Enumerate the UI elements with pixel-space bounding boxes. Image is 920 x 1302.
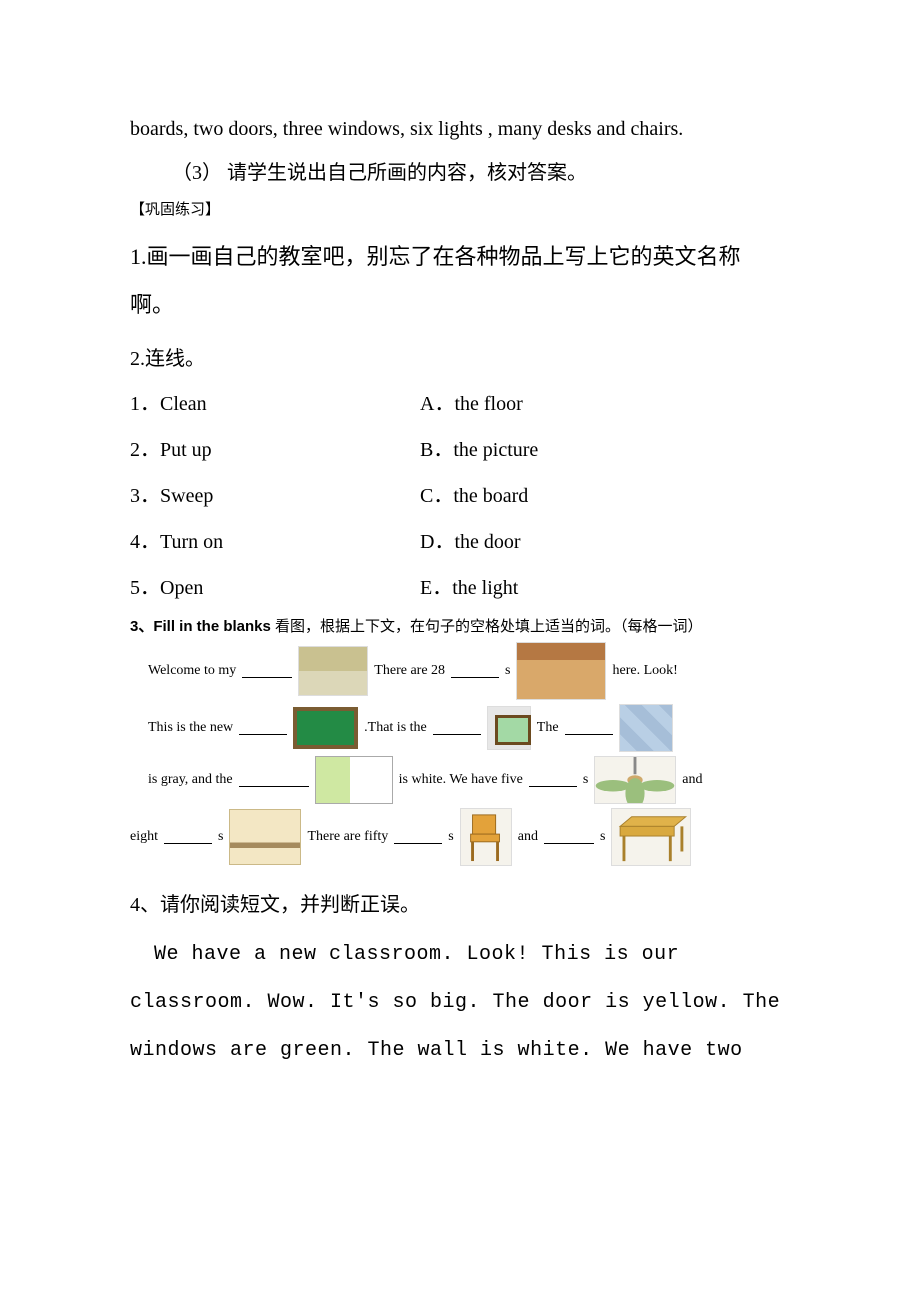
fill-row-3: is gray, and the is white. We have five …	[130, 756, 790, 804]
blank[interactable]	[544, 829, 594, 844]
passage-text: We have a new classroom. Look! This is o…	[154, 943, 679, 966]
intro-line-2: （3） 请学生说出自己所画的内容，核对答案。	[172, 154, 790, 192]
passage-line-2: classroom. Wow. It's so big. The door is…	[130, 979, 790, 1027]
ex3-title-rest: 看图，根据上下文，在句子的空格处填上适当的词。（每格一词）	[271, 618, 703, 635]
light-icon	[229, 809, 301, 865]
school-icon	[298, 646, 368, 696]
exercise-2-head: 2.连线。	[130, 342, 790, 371]
fan-icon	[594, 756, 676, 804]
txt-iswhite: is white. We have five	[399, 769, 523, 791]
txt-fifty: There are fifty	[307, 826, 388, 848]
intro-line-1: boards, two doors, three windows, six li…	[130, 110, 790, 148]
match-left: 2．Put up	[130, 427, 420, 473]
intro-text: 请学生说出自己所画的内容，核对答案。	[222, 162, 587, 184]
blank[interactable]	[529, 772, 577, 787]
ex3-title-bold: Fill in the blanks	[153, 618, 271, 635]
blank[interactable]	[433, 720, 481, 735]
fill-blanks-box: Welcome to my There are 28s here. Look! …	[130, 642, 790, 866]
exercise-4-head: 4、请你阅读短文，并判断正误。	[130, 888, 790, 917]
match-right: E．the light	[420, 565, 790, 611]
passage-line-1: We have a new classroom. Look! This is o…	[130, 931, 790, 979]
txt-s: s	[583, 769, 588, 791]
txt-isgray: is gray, and the	[148, 769, 233, 791]
txt-welcome: Welcome to my	[148, 660, 236, 682]
floor-icon	[619, 704, 673, 752]
blackboard-icon	[293, 707, 358, 749]
wall-icon	[315, 756, 393, 804]
txt-there28: There are 28	[374, 660, 445, 682]
match-row: 2．Put up B．the picture	[130, 427, 790, 473]
txt-and: and	[682, 769, 702, 791]
exercise-1-line2: 啊。	[130, 281, 790, 329]
match-right: C．the board	[420, 473, 790, 519]
exercise-3-head: 3、Fill in the blanks 看图，根据上下文，在句子的空格处填上适…	[130, 615, 790, 636]
section-heading: 【巩固练习】	[130, 198, 790, 219]
fill-row-2: This is the new .That is the The	[130, 704, 790, 752]
exercise-1-line1: 1.画一画自己的教室吧，别忘了在各种物品上写上它的英文名称	[130, 233, 790, 281]
blank[interactable]	[565, 720, 613, 735]
txt-s: s	[505, 660, 510, 682]
chair-icon	[460, 808, 512, 866]
match-row: 5．Open E．the light	[130, 565, 790, 611]
fill-row-4: eight s There are fifty s and s	[130, 808, 790, 866]
fill-row-1: Welcome to my There are 28 s here. Look!	[130, 642, 790, 700]
match-left: 1．Clean	[130, 381, 420, 427]
match-left: 4．Turn on	[130, 519, 420, 565]
txt-eight: eight	[130, 826, 158, 848]
blank[interactable]	[242, 663, 292, 678]
match-left: 3．Sweep	[130, 473, 420, 519]
blank[interactable]	[239, 772, 309, 787]
match-row: 4．Turn on D．the door	[130, 519, 790, 565]
intro-num: （3）	[172, 162, 222, 184]
txt-thisnew: This is the new	[148, 717, 233, 739]
txt-s: s	[600, 826, 605, 848]
classroom-icon	[516, 642, 606, 700]
match-right: D．the door	[420, 519, 790, 565]
match-row: 1．Clean A．the floor	[130, 381, 790, 427]
blank[interactable]	[394, 829, 442, 844]
match-right: A．the floor	[420, 381, 790, 427]
worksheet-page: boards, two doors, three windows, six li…	[0, 0, 920, 1302]
txt-the: The	[537, 717, 559, 739]
desk-icon	[611, 808, 691, 866]
txt-and: and	[518, 826, 538, 848]
match-right: B．the picture	[420, 427, 790, 473]
passage-line-3: windows are green. The wall is white. We…	[130, 1027, 790, 1075]
blank[interactable]	[239, 720, 287, 735]
txt-thatis: .That is the	[364, 717, 427, 739]
txt-s: s	[448, 826, 453, 848]
txt-herelook: here. Look!	[612, 660, 677, 682]
txt-s: s	[218, 826, 223, 848]
match-row: 3．Sweep C．the board	[130, 473, 790, 519]
blank[interactable]	[164, 829, 212, 844]
match-left: 5．Open	[130, 565, 420, 611]
picture-icon	[487, 706, 531, 750]
ex3-num: 3、	[130, 618, 153, 635]
blank[interactable]	[451, 663, 499, 678]
